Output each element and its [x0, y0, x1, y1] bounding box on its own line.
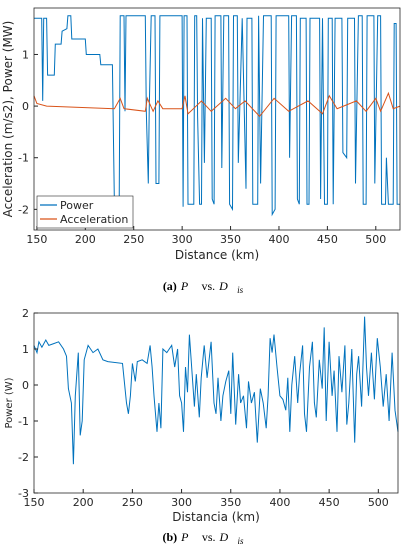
y-tick-label: 1	[22, 48, 29, 61]
y-tick-label: -2	[18, 451, 29, 464]
y-tick-label: -1	[18, 415, 29, 428]
caption-tag: (a)	[163, 279, 177, 293]
plot-area	[34, 8, 400, 230]
x-axis-label: Distance (km)	[175, 248, 259, 262]
x-tick-label: 250	[123, 233, 144, 246]
x-tick-label: 200	[75, 233, 96, 246]
legend-label: Acceleration	[60, 213, 128, 226]
caption-sub: is	[238, 536, 245, 546]
y-tick-label: 2	[22, 307, 29, 320]
x-tick-label: 300	[171, 496, 192, 509]
x-tick-label: 500	[365, 233, 386, 246]
y-tick-label: 0	[22, 100, 29, 113]
x-tick-label: 450	[319, 496, 340, 509]
caption: (b) P⃗ vs. D⃗is	[162, 530, 244, 546]
y-tick-label: -1	[18, 152, 29, 165]
caption-tag: (b)	[162, 530, 177, 544]
series-line	[33, 91, 401, 118]
plot-area	[34, 313, 398, 493]
y-tick-label: 0	[22, 379, 29, 392]
x-tick-label: 250	[122, 496, 143, 509]
y-axis-label: Acceleration (m/s2), Power (MW)	[1, 21, 15, 218]
x-tick-label: 150	[26, 233, 47, 246]
x-tick-label: 400	[268, 233, 289, 246]
caption: (a) P⃗ vs. D⃗is	[163, 279, 244, 295]
caption-vs: vs.	[202, 530, 216, 544]
caption-p: P⃗	[180, 279, 198, 293]
y-tick-label: -2	[18, 203, 29, 216]
series-line	[33, 316, 399, 465]
caption-p: P⃗	[180, 530, 198, 544]
caption-d: D⃗	[218, 279, 237, 293]
y-axis-label: Power (W)	[4, 377, 15, 428]
y-tick-label: -3	[18, 487, 29, 500]
x-tick-label: 450	[317, 233, 338, 246]
legend-label: Power	[60, 199, 94, 212]
caption-vs: vs.	[201, 279, 215, 293]
x-tick-label: 200	[73, 496, 94, 509]
x-tick-label: 300	[172, 233, 193, 246]
y-tick-label: 1	[22, 343, 29, 356]
x-tick-label: 350	[220, 233, 241, 246]
x-tick-label: 150	[24, 496, 45, 509]
axes-box	[33, 312, 399, 494]
x-tick-label: 350	[220, 496, 241, 509]
axes-box	[33, 7, 401, 231]
x-axis-label: Distancia (km)	[172, 510, 260, 524]
caption-sub: is	[237, 285, 244, 295]
x-tick-label: 400	[269, 496, 290, 509]
legend-box	[36, 195, 134, 229]
x-tick-label: 500	[368, 496, 389, 509]
caption-d: D⃗	[219, 530, 238, 544]
